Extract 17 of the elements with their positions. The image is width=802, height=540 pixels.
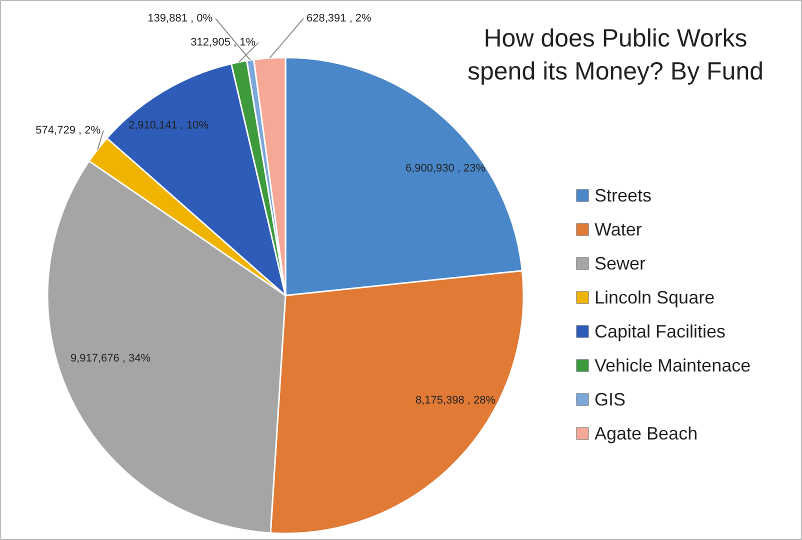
- data-label: 9,917,676 , 34%: [70, 352, 151, 364]
- legend-label: Agate Beach: [594, 424, 698, 444]
- text: How does Public Works spend its Money? By Fund: [468, 24, 764, 86]
- data-label: 628,391 , 2%: [306, 12, 372, 24]
- data-label: 8,175,398 , 28%: [415, 394, 496, 406]
- legend-label: Streets: [594, 186, 652, 206]
- legend-label: Capital Facilities: [594, 322, 726, 342]
- data-label: 6,900,930 , 23%: [405, 162, 486, 174]
- data-label: 139,881 , 0%: [148, 12, 213, 24]
- legend-label: Sewer: [594, 254, 646, 274]
- data-label: 2,910,141 , 10%: [128, 120, 209, 132]
- legend-label: Vehicle Maintenace: [594, 356, 751, 376]
- data-label: 312,905 , 1%: [190, 36, 256, 48]
- legend-label: Water: [594, 220, 642, 240]
- legend-label: GIS: [594, 390, 626, 410]
- data-label: 574,729 , 2%: [36, 124, 101, 136]
- legend-label: Lincoln Square: [594, 288, 715, 308]
